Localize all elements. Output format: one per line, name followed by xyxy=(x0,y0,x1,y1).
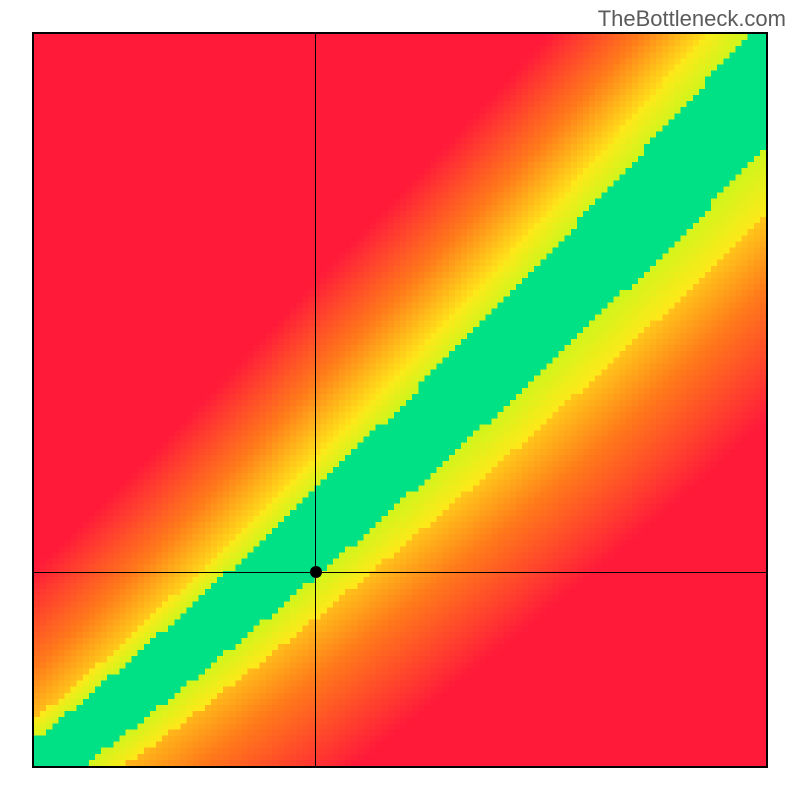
data-point-marker xyxy=(310,566,322,578)
watermark-text: TheBottleneck.com xyxy=(598,6,786,32)
chart-container: TheBottleneck.com xyxy=(0,0,800,800)
crosshair-horizontal xyxy=(34,572,766,573)
crosshair-vertical xyxy=(315,34,316,766)
bottleneck-heatmap xyxy=(34,34,766,766)
